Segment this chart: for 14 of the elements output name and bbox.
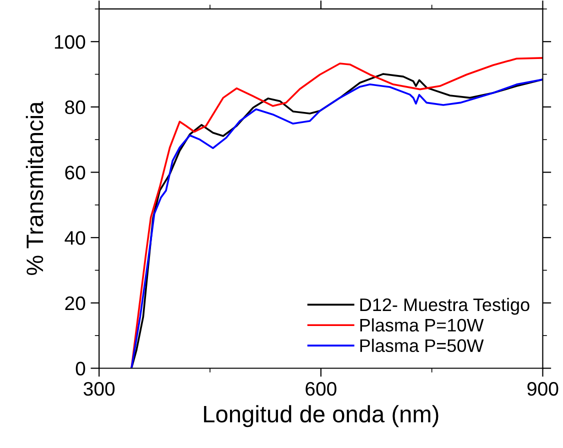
y-tick-label: 40 [64, 231, 86, 245]
y-tick-label: 60 [65, 166, 86, 180]
x-tick-label: 600 [306, 382, 336, 396]
legend-label: Plasma P=10W [360, 318, 484, 332]
legend-label: D12- Muestra Testigo [360, 298, 530, 315]
y-tick-label: 0 [76, 362, 86, 376]
x-tick-label: 300 [84, 382, 115, 396]
legend-label: Plasma P=50W [360, 338, 484, 352]
y-tick-label: 80 [65, 100, 86, 114]
y-tick-label: 20 [65, 296, 86, 310]
x-tick-label: 900 [527, 382, 558, 396]
y-tick-label: 100 [54, 35, 86, 49]
x-axis-title: Longitud de onda (nm) [204, 405, 438, 428]
y-axis-title: % Transmitancia [26, 101, 44, 276]
